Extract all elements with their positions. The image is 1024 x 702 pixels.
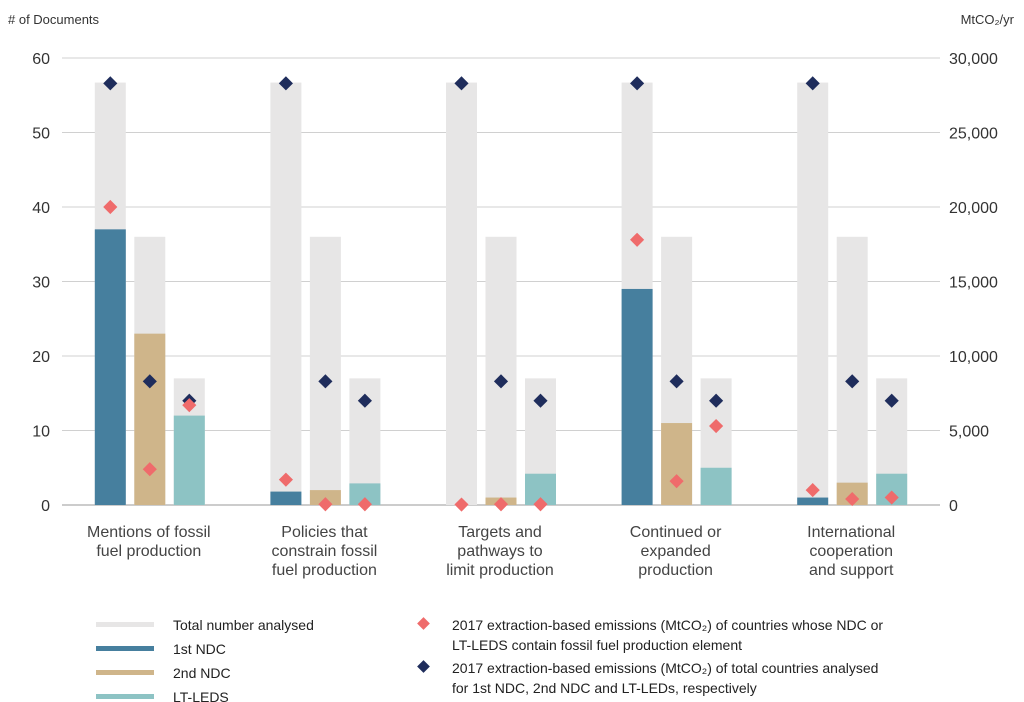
emissions-element-marker: [357, 497, 372, 512]
emissions-element-marker: [669, 474, 684, 489]
category-labels: Mentions of fossil fuel productionPolicie…: [87, 524, 895, 579]
emissions-element-marker: [493, 497, 509, 512]
y-left-tick-label: 30: [32, 275, 50, 292]
category-label-line: constrain fossil: [271, 543, 377, 560]
legend-swatch-ndc2: [96, 670, 154, 675]
category-label-line: Targets and: [458, 524, 542, 541]
y-left-tick-label: 50: [32, 126, 50, 143]
bars: [94, 82, 908, 506]
y-left-tick-label: 60: [32, 51, 50, 68]
y-left-axis-title: # of Documents: [8, 12, 100, 27]
emissions-total-marker: [493, 374, 509, 389]
emissions-element-marker: [278, 472, 293, 487]
category-label-line: limit production: [446, 562, 554, 579]
bar-1st-ndc: [270, 491, 302, 505]
emissions-total-marker: [845, 374, 860, 389]
emissions-element-marker: [318, 497, 333, 512]
bar-1st-ndc: [94, 229, 126, 505]
category-label: Targets and pathways to limit production: [446, 524, 554, 579]
category-label-line: International: [807, 524, 895, 541]
legend-swatch-ltleds: [96, 694, 154, 699]
category-label-line: Mentions of fossil: [87, 524, 211, 541]
total-analysed-bar: [270, 82, 302, 506]
emissions-element-marker: [454, 497, 469, 512]
emissions-total-marker: [533, 393, 548, 408]
emissions-element-marker: [533, 497, 548, 512]
total-analysed-bar: [836, 236, 868, 506]
category-label-line: fuel production: [96, 543, 201, 560]
emissions-total-marker: [709, 393, 724, 408]
legend-label-total-line1: 2017 extraction-based emissions (MtCO₂) …: [452, 660, 878, 676]
y-right-tick-label: 30,000: [949, 51, 998, 68]
y-left-tick-label: 40: [32, 200, 50, 217]
bar-lt-leds: [173, 415, 205, 505]
category-label-line: and support: [809, 562, 894, 579]
legend-label-ltleds: LT-LEDS: [173, 689, 229, 702]
category-label: International cooperation and support: [807, 524, 895, 579]
y-right-tick-label: 15,000: [949, 275, 998, 292]
y-left-tick-label: 0: [41, 498, 50, 515]
legend-swatch-total: [96, 622, 154, 627]
category-label-line: cooperation: [809, 543, 893, 560]
axes: # of Documents MtCO₂/yr 0 0 10 5,000 20 10,00…: [8, 12, 1015, 515]
total-analysed-bar: [446, 82, 477, 506]
total-analysed-bar: [485, 236, 517, 506]
emissions-element-marker: [884, 490, 899, 505]
emissions-total-marker: [278, 76, 293, 91]
category-label: Policies that constrain fossil fuel produc…: [271, 524, 377, 579]
y-right-tick-label: 20,000: [949, 200, 998, 217]
legend-marker-total: [417, 660, 430, 673]
y-right-tick-label: 0: [949, 498, 958, 515]
category-label-line: Policies that: [281, 524, 368, 541]
emissions-total-marker: [884, 393, 899, 408]
total-analysed-bar: [309, 236, 341, 506]
emissions-total-marker: [357, 393, 372, 408]
category-label: Continued or expanded production: [630, 524, 722, 579]
legend-marker-element: [417, 617, 430, 630]
bar-lt-leds: [700, 467, 732, 505]
y-left-tick-label: 20: [32, 349, 50, 366]
emissions-total-marker: [805, 76, 820, 91]
emissions-total-marker: [142, 374, 157, 389]
emissions-total-marker: [630, 76, 645, 91]
emissions-element-marker: [182, 398, 197, 413]
legend-label-element-line2: LT-LEDS contain fossil fuel production e…: [452, 637, 742, 653]
y-right-tick-label: 10,000: [949, 349, 998, 366]
category-label-line: production: [638, 562, 713, 579]
emissions-total-marker: [454, 76, 469, 91]
legend-label-ndc1: 1st NDC: [173, 641, 226, 657]
category-label-line: pathways to: [457, 543, 542, 560]
y-right-tick-label: 25,000: [949, 126, 998, 143]
bar-2nd-ndc: [134, 333, 166, 505]
legend-label-ndc2: 2nd NDC: [173, 665, 231, 681]
total-analysed-bar: [797, 82, 829, 506]
category-label: Mentions of fossil fuel production: [87, 524, 211, 560]
emissions-element-marker: [709, 418, 724, 434]
y-right-axis-title: MtCO₂/yr: [961, 12, 1015, 27]
emissions-total-marker: [669, 374, 684, 389]
emissions-element-marker: [142, 462, 157, 477]
legend-label-element-line1: 2017 extraction-based emissions (MtCO₂) …: [452, 617, 883, 633]
y-right-tick-label: 5,000: [949, 424, 989, 441]
bar-1st-ndc: [797, 497, 829, 505]
legend: Total number analysed 1st NDC 2nd NDC LT…: [96, 617, 883, 702]
emissions-element-marker: [805, 483, 820, 498]
emissions-element-marker: [630, 232, 645, 247]
bar-2nd-ndc: [661, 423, 693, 505]
emissions-element-marker: [845, 491, 860, 507]
y-left-tick-label: 10: [32, 424, 50, 441]
bar-lt-leds: [349, 483, 381, 505]
bar-1st-ndc: [621, 288, 653, 505]
legend-label-total-line2: for 1st NDC, 2nd NDC and LT-LEDs, respec…: [452, 680, 757, 696]
category-label-line: fuel production: [272, 562, 377, 579]
legend-swatch-ndc1: [96, 646, 154, 651]
legend-label-total: Total number analysed: [173, 617, 314, 633]
category-label-line: Continued or: [630, 524, 722, 541]
category-label-line: expanded: [640, 543, 710, 560]
emissions-total-marker: [318, 374, 333, 389]
